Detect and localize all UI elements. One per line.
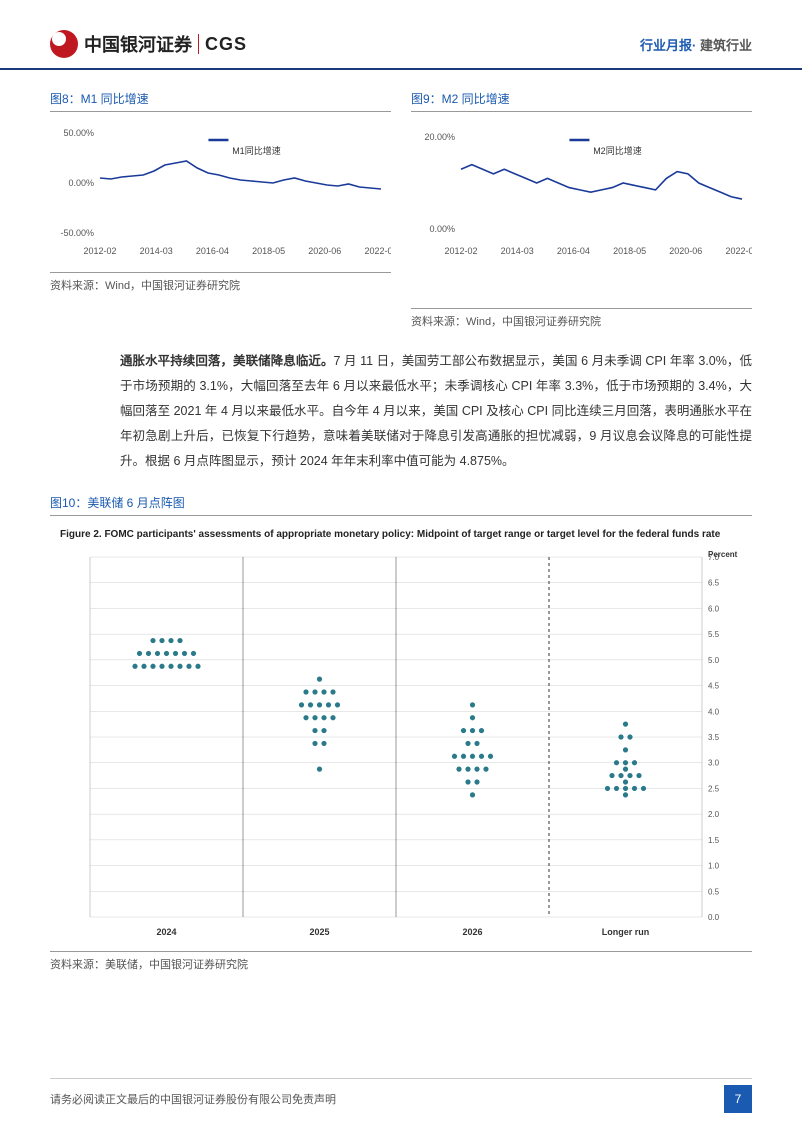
svg-text:3.0: 3.0: [708, 759, 720, 768]
fig10-dotplot: Figure 2. FOMC participants' assessments…: [50, 522, 752, 947]
body-lead: 通胀水平持续回落，美联储降息临近。: [120, 354, 334, 368]
fig10-source: 资料来源：美联储，中国银河证券研究院: [50, 951, 752, 972]
svg-text:1.0: 1.0: [708, 862, 720, 871]
svg-text:6.0: 6.0: [708, 604, 720, 613]
two-charts-row: 图8：M1 同比增速 -50.00% 0.00% 50.00% 2012-02 2014…: [50, 90, 752, 329]
svg-text:2022-07: 2022-07: [725, 246, 752, 256]
svg-text:4.5: 4.5: [708, 682, 720, 691]
svg-text:2018-05: 2018-05: [613, 246, 646, 256]
svg-text:2020-06: 2020-06: [669, 246, 702, 256]
logo-icon: [50, 30, 78, 58]
fig10-wrap: 图10：美联储 6 月点阵图 Figure 2. FOMC participan…: [50, 494, 752, 972]
svg-text:5.0: 5.0: [708, 656, 720, 665]
svg-text:2018-05: 2018-05: [252, 246, 285, 256]
fig9-chart: 0.00% 20.00% 2012-02 2014-03 2016-04 2018-05 2…: [411, 118, 752, 268]
svg-text:5.5: 5.5: [708, 630, 720, 639]
svg-text:2016-04: 2016-04: [557, 246, 590, 256]
svg-text:2025: 2025: [309, 927, 329, 937]
svg-text:4.0: 4.0: [708, 707, 720, 716]
svg-text:0.5: 0.5: [708, 887, 720, 896]
fig10-title: 图10：美联储 6 月点阵图: [50, 494, 752, 516]
svg-text:2012-02: 2012-02: [444, 246, 477, 256]
fig8-source: 资料来源：Wind，中国银河证券研究院: [50, 272, 391, 293]
header-industry: 建筑行业: [700, 38, 752, 53]
fig8-title: 图8：M1 同比增速: [50, 90, 391, 112]
page-footer: 请务必阅读正文最后的中国银河证券股份有限公司免责声明 7: [50, 1078, 752, 1113]
logo-cn-text: 中国银河证券: [84, 31, 192, 57]
svg-text:6.5: 6.5: [708, 579, 720, 588]
svg-text:2.0: 2.0: [708, 810, 720, 819]
svg-text:2024: 2024: [156, 927, 176, 937]
svg-text:2.5: 2.5: [708, 784, 720, 793]
fig9-col: 图9：M2 同比增速 0.00% 20.00% 2012-02 2014-03 2016…: [411, 90, 752, 329]
page-header: 中国银河证券 CGS 行业月报· 建筑行业: [0, 0, 802, 70]
fig10-caption: Figure 2. FOMC participants' assessments…: [50, 522, 752, 547]
page-number: 7: [724, 1085, 752, 1113]
svg-text:2020-06: 2020-06: [308, 246, 341, 256]
svg-text:M2同比增速: M2同比增速: [593, 145, 642, 156]
svg-text:2012-02: 2012-02: [83, 246, 116, 256]
svg-text:2014-03: 2014-03: [501, 246, 534, 256]
svg-text:20.00%: 20.00%: [424, 132, 455, 142]
svg-text:1.5: 1.5: [708, 836, 720, 845]
svg-text:0.0: 0.0: [708, 913, 720, 922]
logo-block: 中国银河证券 CGS: [50, 30, 247, 58]
svg-text:50.00%: 50.00%: [63, 128, 94, 138]
content: 图8：M1 同比增速 -50.00% 0.00% 50.00% 2012-02 2014…: [0, 70, 802, 972]
logo-en-text: CGS: [205, 34, 247, 55]
svg-text:Percent: Percent: [708, 550, 738, 559]
body-rest: 7 月 11 日，美国劳工部公布数据显示，美国 6 月未季调 CPI 年率 3.…: [120, 354, 752, 468]
svg-text:3.5: 3.5: [708, 733, 720, 742]
svg-text:-50.00%: -50.00%: [60, 228, 94, 238]
fig10-chart: 0.0 0.5 1.0 1.5 2.0 2.5 3.0 3.5 4.0 4.5 5.0 5.5 6.0 6…: [50, 547, 752, 947]
svg-text:2022-07: 2022-07: [364, 246, 391, 256]
fig9-source: 资料来源：Wind，中国银河证券研究院: [411, 308, 752, 329]
footer-disclaimer: 请务必阅读正文最后的中国银河证券股份有限公司免责声明: [50, 1091, 336, 1107]
svg-text:0.00%: 0.00%: [429, 224, 455, 234]
svg-text:0.00%: 0.00%: [68, 178, 94, 188]
body-paragraph: 通胀水平持续回落，美联储降息临近。7 月 11 日，美国劳工部公布数据显示，美国…: [120, 349, 752, 474]
svg-text:M1同比增速: M1同比增速: [232, 145, 281, 156]
logo-divider: [198, 34, 199, 54]
svg-text:2016-04: 2016-04: [196, 246, 229, 256]
fig8-chart: -50.00% 0.00% 50.00% 2012-02 2014-03 2016-04 2…: [50, 118, 391, 268]
fig9-title: 图9：M2 同比增速: [411, 90, 752, 112]
header-category: 行业月报·: [640, 38, 696, 53]
svg-text:Longer run: Longer run: [602, 927, 650, 937]
fig8-col: 图8：M1 同比增速 -50.00% 0.00% 50.00% 2012-02 2014…: [50, 90, 391, 329]
svg-text:2026: 2026: [462, 927, 482, 937]
svg-text:2014-03: 2014-03: [140, 246, 173, 256]
header-right: 行业月报· 建筑行业: [640, 35, 752, 54]
